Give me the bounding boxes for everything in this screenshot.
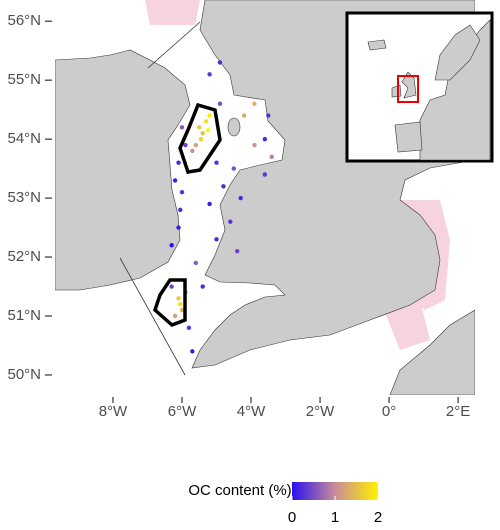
sample-point bbox=[269, 154, 274, 160]
sample-point bbox=[217, 60, 223, 65]
x-tick-label: 2°W bbox=[306, 403, 335, 420]
sample-point bbox=[205, 128, 211, 133]
sample-point bbox=[207, 201, 212, 207]
sample-point bbox=[183, 142, 188, 148]
y-tick-label: 55°N bbox=[7, 71, 41, 88]
colorbar-tick-label: 1 bbox=[331, 509, 339, 526]
study-boundary bbox=[147, 21, 201, 69]
ireland bbox=[55, 49, 191, 291]
x-tick-label: 2°E bbox=[446, 403, 470, 420]
x-tick-label: 0° bbox=[382, 403, 396, 420]
sample-point bbox=[179, 125, 185, 130]
sample-point bbox=[186, 325, 192, 330]
sample-point bbox=[231, 166, 236, 171]
sample-point bbox=[207, 113, 212, 118]
colorbar-tick-label: 2 bbox=[374, 509, 382, 526]
axes: 56°N 55°N 54°N 53°N 52°N 51°N 50°N 8°W 6°W 4°W 2°W… bbox=[7, 12, 470, 420]
sample-point bbox=[176, 225, 181, 230]
inset-map bbox=[345, 11, 494, 163]
colorbar bbox=[292, 482, 378, 500]
y-tick-label: 50°N bbox=[7, 366, 41, 383]
sample-point bbox=[207, 72, 212, 77]
sample-point bbox=[169, 243, 174, 248]
sample-point bbox=[238, 195, 243, 201]
y-tick-label: 52°N bbox=[7, 248, 41, 265]
inset-iberia bbox=[394, 121, 423, 153]
x-tick-label: 8°W bbox=[99, 403, 128, 420]
sample-point bbox=[252, 101, 257, 106]
sample-point bbox=[176, 296, 181, 301]
sample-point bbox=[172, 178, 178, 183]
eez-area bbox=[380, 300, 430, 350]
y-tick-label: 54°N bbox=[7, 130, 41, 147]
x-tick-label: 6°W bbox=[168, 403, 197, 420]
legend: 0 1 2 bbox=[288, 482, 382, 526]
sample-point bbox=[190, 148, 195, 154]
north-cluster-outline bbox=[178, 102, 222, 174]
sample-point bbox=[266, 113, 271, 118]
y-tick-label: 53°N bbox=[7, 189, 41, 206]
sample-point bbox=[241, 113, 247, 118]
sample-point bbox=[221, 184, 226, 189]
y-tick-label: 51°N bbox=[7, 307, 41, 324]
sample-point bbox=[176, 160, 181, 165]
sample-point bbox=[190, 349, 195, 354]
sample-point bbox=[262, 136, 268, 142]
sample-point bbox=[262, 172, 268, 177]
inset-britain bbox=[401, 71, 417, 99]
study-boundary bbox=[119, 257, 186, 376]
sample-point bbox=[193, 142, 199, 148]
france bbox=[389, 309, 475, 395]
south-cluster-outline bbox=[152, 278, 187, 328]
sample-point bbox=[197, 125, 202, 130]
sample-point bbox=[193, 260, 199, 266]
sample-point bbox=[252, 142, 257, 148]
sample-point bbox=[179, 189, 185, 195]
legend-title: OC content (%) bbox=[188, 482, 291, 499]
sample-point bbox=[200, 284, 205, 289]
sample-point bbox=[235, 248, 240, 254]
inset-extent bbox=[397, 75, 419, 103]
isle-of-man bbox=[227, 117, 241, 137]
sample-point bbox=[217, 101, 223, 106]
x-tick-label: 4°W bbox=[237, 403, 266, 420]
sample-point bbox=[178, 207, 183, 213]
sample-point bbox=[179, 307, 185, 313]
y-tick-label: 56°N bbox=[7, 12, 41, 29]
inset-iceland bbox=[367, 39, 387, 51]
sample-point bbox=[200, 131, 205, 136]
sample-points bbox=[169, 60, 274, 354]
sample-point bbox=[198, 136, 204, 142]
sample-point bbox=[172, 313, 178, 319]
sample-point bbox=[214, 160, 219, 165]
colorbar-tick-label: 0 bbox=[288, 509, 296, 526]
sample-point bbox=[214, 237, 219, 242]
sample-point bbox=[169, 284, 174, 289]
sample-point bbox=[178, 302, 183, 307]
sample-point bbox=[228, 219, 233, 224]
sample-point bbox=[203, 119, 209, 124]
eez-area bbox=[145, 0, 200, 25]
inset-scandinavia bbox=[434, 24, 481, 81]
